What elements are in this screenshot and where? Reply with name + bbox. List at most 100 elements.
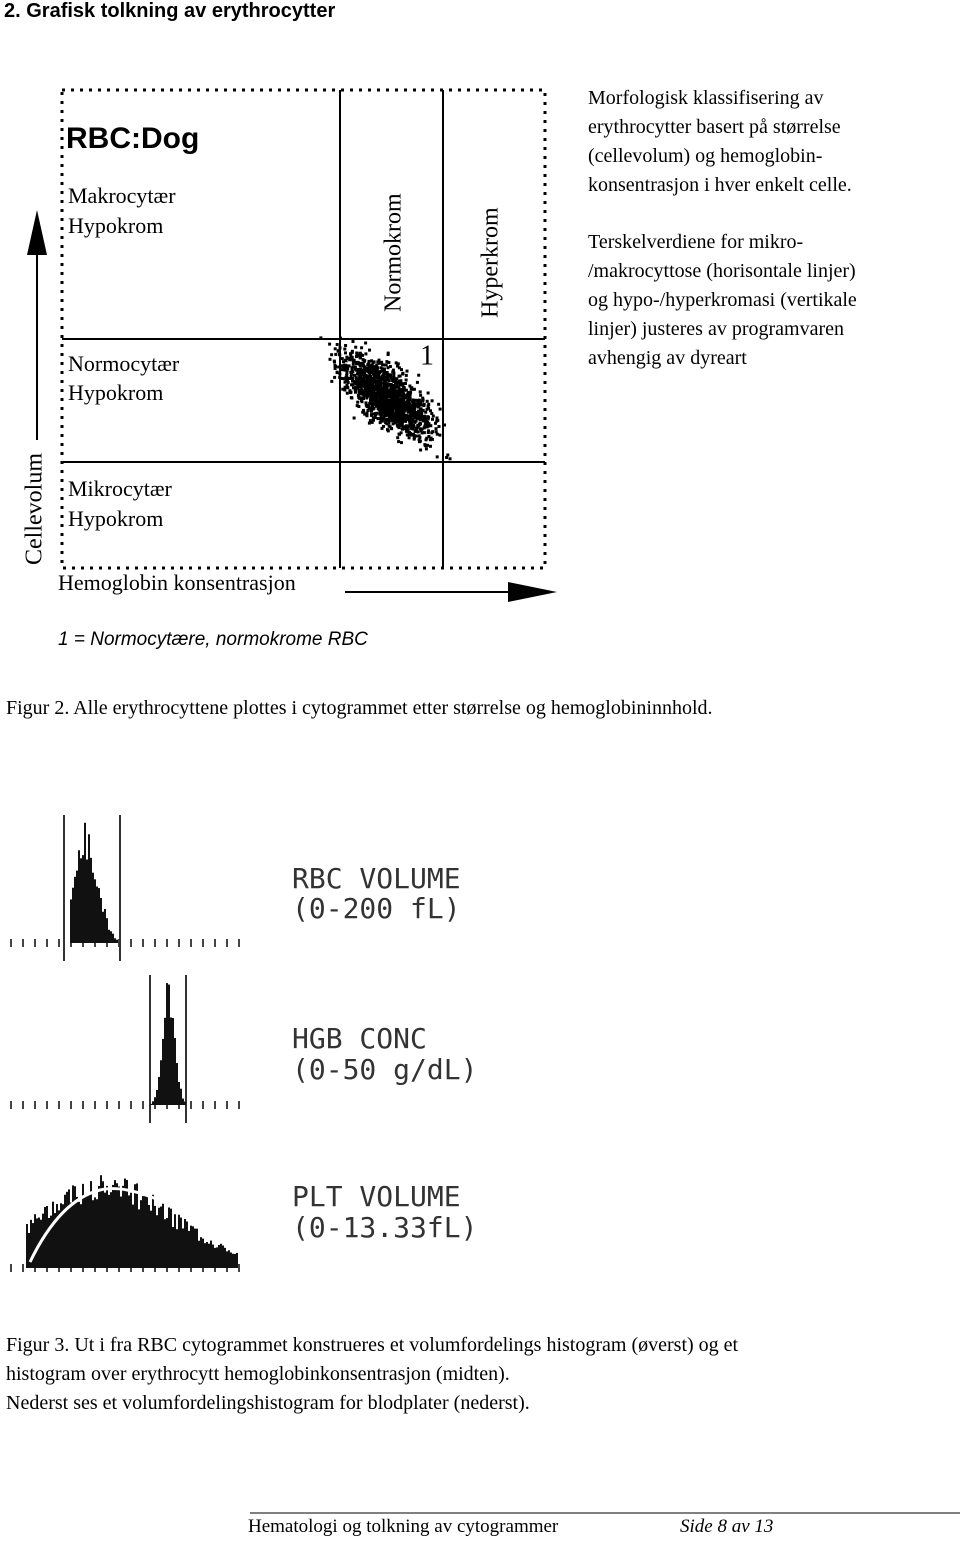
cell-dot (392, 398, 396, 402)
histogram-bar (206, 1242, 208, 1268)
y-axis-label: Cellevolum (22, 453, 48, 565)
histogram-range: (0-50 g/dL) (292, 1053, 477, 1086)
cell-dot (397, 423, 401, 427)
cell-dot (345, 376, 349, 380)
cell-dot (395, 383, 399, 387)
cell-dot (389, 393, 393, 397)
cell-dot (373, 365, 377, 369)
histogram-bar (70, 899, 72, 943)
histogram-bar (208, 1243, 210, 1268)
cell-dot (386, 428, 389, 432)
cell-dot (402, 426, 406, 430)
cell-dot (412, 387, 416, 391)
cell-dot (374, 369, 378, 373)
cell-dot (431, 430, 435, 434)
cell-dot (435, 416, 439, 420)
cell-dot (405, 369, 409, 373)
cell-dot (392, 389, 396, 393)
cell-dot (337, 365, 341, 369)
histogram-bar (86, 1195, 88, 1268)
cell-dot (416, 405, 420, 409)
histogram-bar (62, 1204, 64, 1268)
histogram-bar (82, 1183, 84, 1268)
caption: Figur 3. Ut i fra RBC cytogrammet konstr… (6, 1331, 738, 1418)
cell-dot (388, 388, 392, 392)
cell-dot (335, 343, 339, 346)
cell-dot (400, 368, 403, 372)
line: Morfologisk klassifisering av (588, 87, 824, 109)
plot-title: RBC:Dog (66, 122, 199, 155)
cell-dot (361, 370, 365, 374)
histogram-bar (96, 886, 98, 943)
cell-dot (367, 365, 371, 368)
cell-dot (335, 371, 339, 375)
cell-dot (333, 367, 337, 370)
histogram-bar (34, 1214, 36, 1268)
cell-dot (437, 425, 441, 428)
cell-dot (412, 400, 416, 404)
cell-dot (360, 346, 364, 350)
cell-dot (407, 414, 410, 418)
cell-dot (399, 413, 403, 417)
cell-dot (350, 350, 354, 354)
cell-dot (396, 362, 400, 366)
cell-dot (381, 387, 385, 391)
histogram-bar (122, 1185, 124, 1268)
histogram-bar (150, 1210, 152, 1268)
cytogram: RBC:Dog Makrocytær Hypokrom Normocytær H… (22, 88, 557, 650)
histogram-bar (84, 1196, 86, 1268)
cell-dot (392, 406, 396, 410)
histogram-bar (96, 1199, 98, 1268)
cell-dot (377, 370, 381, 374)
cell-dot (409, 412, 413, 416)
cell-dot (387, 373, 391, 377)
cell-dot (373, 387, 377, 391)
cell-dot (346, 386, 350, 390)
histogram-bar (170, 1017, 172, 1105)
cell-dot (371, 397, 375, 400)
cell-dot (395, 423, 399, 427)
cell-dot (424, 417, 427, 421)
cell-dot (406, 430, 410, 434)
cell-dot (418, 403, 422, 407)
cell-dot (390, 378, 394, 382)
cell-dot (357, 405, 361, 408)
cell-dot (378, 399, 382, 403)
histogram-title: RBC VOLUME (292, 862, 461, 895)
histogram-bar (82, 855, 84, 943)
cell-dot (376, 384, 380, 388)
cell-dot (392, 404, 396, 408)
cell-dot (372, 390, 376, 394)
histogram-bar (194, 1228, 196, 1268)
line: konsentrasjon i hver enkelt celle. (588, 174, 852, 196)
cell-dot (385, 371, 389, 374)
cell-dot (430, 412, 434, 415)
histogram-bar (158, 1207, 160, 1268)
histogram-title: PLT VOLUME (292, 1180, 461, 1213)
cell-dot (410, 399, 414, 403)
cell-dot (384, 376, 388, 380)
cell-dot (438, 407, 442, 411)
histogram-bar (162, 1203, 164, 1268)
histogram-bar (180, 1217, 182, 1268)
cell-dot (404, 382, 407, 385)
cell-dot (399, 431, 403, 435)
cell-dot (435, 455, 439, 459)
cell-dot (398, 432, 401, 436)
cell-dot (424, 410, 428, 414)
cell-dot (409, 426, 413, 430)
histogram-bar (132, 1204, 134, 1268)
cell-dot (357, 388, 361, 392)
cell-dot (400, 397, 404, 401)
cell-dot (426, 431, 430, 434)
cell-dot (390, 412, 394, 416)
cell-dot (424, 422, 428, 426)
cell-dot (356, 379, 360, 383)
histogram-bar (72, 1185, 74, 1268)
cell-dot (390, 411, 394, 414)
cell-dot (398, 383, 402, 387)
cell-dot (398, 374, 402, 378)
cell-dot (404, 419, 408, 423)
histogram-bar (158, 1076, 160, 1105)
histogram-bar (114, 1180, 116, 1268)
